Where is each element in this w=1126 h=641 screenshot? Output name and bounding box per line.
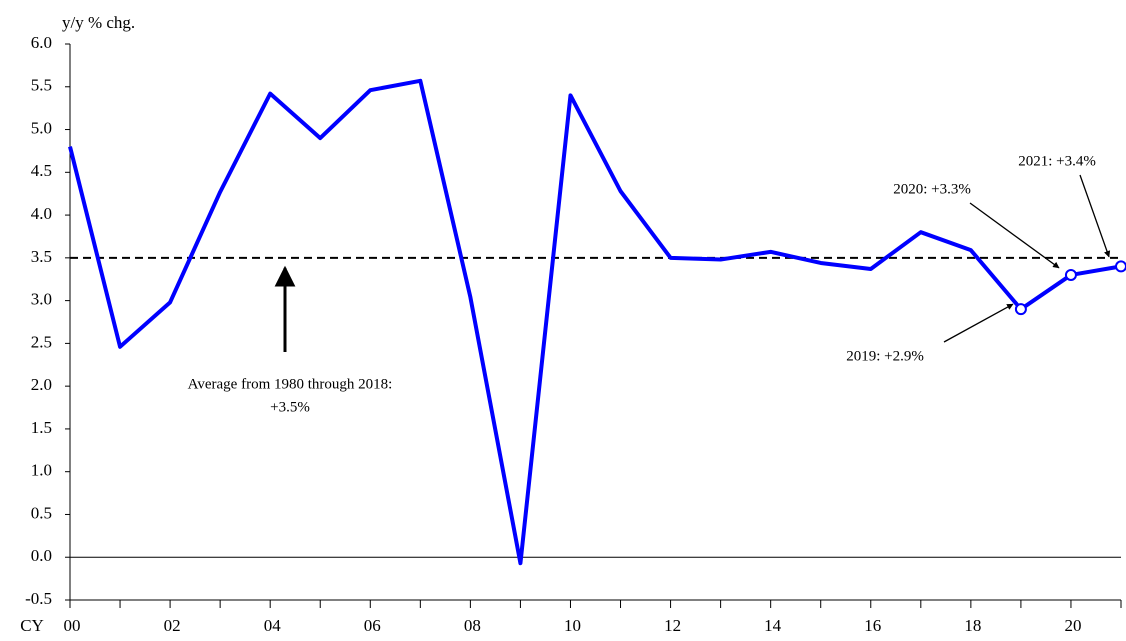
annotation: 2020: +3.3% (893, 181, 971, 197)
y-axis-label: y/y % chg. (62, 13, 135, 32)
y-tick-label: 4.0 (31, 204, 52, 223)
forecast-point (1115, 260, 1126, 273)
y-tick-label: 5.5 (31, 76, 52, 95)
x-tick-label: 14 (764, 616, 782, 635)
y-tick-label: 6.0 (31, 33, 52, 52)
average-label: Average from 1980 through 2018: (188, 376, 393, 392)
y-tick-label: 1.0 (31, 461, 52, 480)
x-tick-label: 04 (264, 616, 282, 635)
y-tick-label: 1.5 (31, 418, 52, 437)
annotation: 2019: +2.9% (846, 348, 924, 364)
annotation-arrow (969, 202, 1060, 269)
forecast-point (1064, 268, 1077, 281)
x-tick-label: 18 (964, 616, 981, 635)
x-tick-label: 16 (864, 616, 881, 635)
y-tick-label: 3.0 (31, 290, 52, 309)
y-tick-label: -0.5 (25, 589, 52, 608)
y-tick-label: 3.5 (31, 247, 52, 266)
y-tick-label: 2.5 (31, 332, 52, 351)
x-tick-label: 08 (464, 616, 481, 635)
forecast-point (1014, 303, 1027, 316)
x-tick-label: 10 (564, 616, 581, 635)
x-tick-label: 00 (64, 616, 81, 635)
average-label: +3.5% (270, 399, 310, 415)
series-line (68, 78, 1122, 566)
y-tick-label: 0.0 (31, 546, 52, 565)
x-tick-label: 06 (364, 616, 381, 635)
annotation-arrow (943, 303, 1014, 343)
y-tick-label: 5.0 (31, 118, 52, 137)
y-tick-label: 0.5 (31, 503, 52, 522)
x-tick-label: 20 (1064, 616, 1081, 635)
y-tick-label: 4.5 (31, 161, 52, 180)
x-prefix: CY (20, 616, 44, 635)
x-tick-label: 02 (164, 616, 181, 635)
x-tick-label: 12 (664, 616, 681, 635)
y-tick-label: 2.0 (31, 375, 52, 394)
annotation-arrow (1079, 174, 1111, 258)
annotation: 2021: +3.4% (1018, 153, 1096, 169)
